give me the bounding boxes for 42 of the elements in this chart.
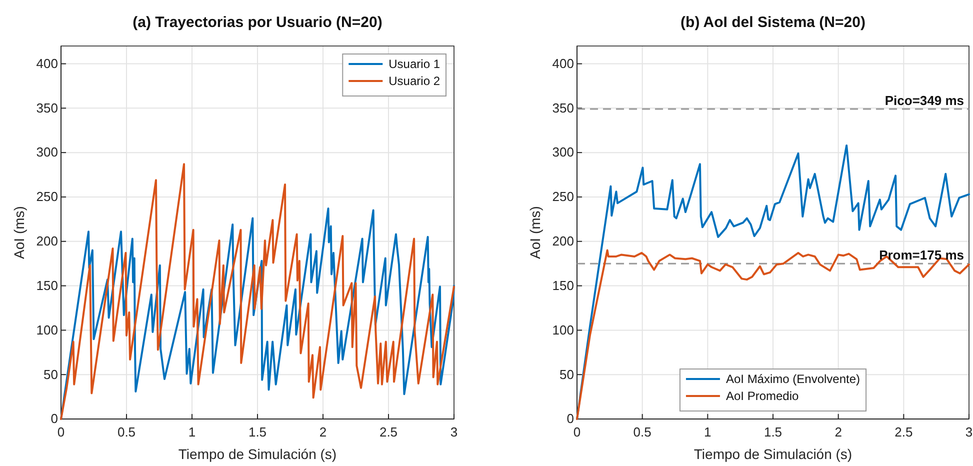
y-tick-label: 200 — [36, 234, 58, 249]
x-tick-label: 2 — [834, 424, 842, 440]
y-tick-label: 0 — [50, 411, 58, 426]
x-tick-label: 0.5 — [633, 424, 652, 440]
y-axis-title: AoI (ms) — [527, 206, 543, 259]
y-tick-label: 400 — [552, 56, 574, 71]
y-tick-label: 200 — [552, 234, 574, 249]
y-tick-label: 300 — [36, 144, 58, 160]
x-axis-title: Tiempo de Simulación (s) — [694, 446, 852, 462]
y-tick-label: 0 — [566, 411, 574, 426]
y-axis-title: AoI (ms) — [11, 206, 27, 259]
legend-label: AoI Máximo (Envolvente) — [726, 372, 860, 386]
y-tick-label: 350 — [552, 100, 574, 116]
x-tick-label: 2.5 — [379, 424, 398, 440]
y-tick-label: 300 — [552, 144, 574, 160]
y-tick-label: 150 — [36, 278, 58, 293]
y-tick-label: 250 — [552, 189, 574, 204]
x-tick-label: 1 — [704, 424, 712, 440]
x-tick-label: 2 — [319, 424, 327, 440]
y-tick-label: 100 — [36, 322, 58, 338]
y-tick-label: 250 — [36, 189, 58, 204]
ref-line-label: Prom=175 ms — [879, 248, 964, 263]
x-tick-label: 3 — [450, 424, 458, 440]
y-tick-label: 150 — [552, 278, 574, 293]
x-tick-label: 1 — [188, 424, 196, 440]
legend-label: AoI Promedio — [726, 389, 799, 403]
chart-title: (a) Trayectorias por Usuario (N=20) — [132, 14, 382, 31]
x-tick-label: 3 — [965, 424, 973, 440]
x-axis-title: Tiempo de Simulación (s) — [178, 446, 337, 462]
chart-title: (b) AoI del Sistema (N=20) — [680, 14, 866, 31]
y-tick-label: 100 — [552, 322, 574, 338]
y-tick-label: 50 — [44, 366, 58, 382]
y-tick-label: 400 — [36, 56, 58, 71]
ref-line-label: Pico=349 ms — [884, 93, 964, 108]
legend-label: Usuario 2 — [388, 74, 440, 88]
legend-label: Usuario 1 — [388, 57, 440, 71]
x-tick-label: 0.5 — [117, 424, 136, 440]
x-tick-label: 1.5 — [764, 424, 782, 440]
x-tick-label: 2.5 — [894, 424, 913, 440]
y-tick-label: 350 — [36, 100, 58, 116]
y-tick-label: 50 — [560, 366, 574, 382]
x-tick-label: 1.5 — [248, 424, 267, 440]
